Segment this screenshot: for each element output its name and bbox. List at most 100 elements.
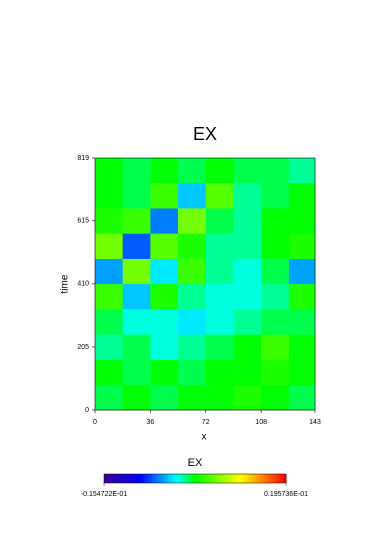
heatmap-cell: [233, 334, 262, 360]
heatmap-cell: [122, 384, 151, 411]
heatmap-cell: [261, 233, 290, 259]
colorbar-segment: [119, 474, 123, 483]
heatmap-cell: [205, 309, 234, 335]
heatmap-cell: [233, 384, 262, 411]
heatmap-cell: [205, 233, 234, 259]
x-tick-label: 36: [146, 419, 154, 426]
heatmap-cell: [261, 309, 290, 335]
y-axis-label: time: [60, 274, 71, 293]
heatmap-cell: [233, 359, 262, 386]
colorbar-segment: [228, 474, 232, 483]
heatmap-cell: [95, 283, 123, 310]
colorbar-segment: [188, 474, 193, 483]
heatmap-cell: [95, 158, 123, 184]
heatmap-cell: [95, 384, 123, 411]
colorbar-segment: [246, 474, 250, 483]
chart-title: EX: [193, 124, 217, 144]
colorbar-segment: [182, 474, 187, 483]
heatmap-cell: [288, 283, 316, 310]
colorbar-segment: [152, 474, 156, 483]
heatmap-cell: [150, 334, 179, 360]
colorbar-segment: [198, 474, 202, 483]
heatmap-cell: [288, 384, 316, 411]
heatmap-cell: [205, 208, 234, 234]
heatmap-cell: [178, 334, 207, 360]
y-tick-label: 0: [85, 407, 89, 414]
heatmap-cell: [288, 233, 316, 259]
heatmap-cell: [205, 283, 234, 310]
colorbar-segment: [249, 474, 254, 483]
colorbar-segment: [207, 474, 211, 483]
heatmap-cell: [122, 208, 151, 234]
colorbar-segment: [176, 474, 181, 483]
colorbar-segment: [252, 474, 257, 483]
x-tick-label: 72: [202, 419, 210, 426]
colorbar-segment: [264, 474, 269, 483]
colorbar-segment: [282, 474, 287, 483]
heatmap-cell: [178, 384, 207, 411]
colorbar-segment: [258, 474, 263, 483]
heatmap-cell: [178, 258, 207, 285]
heatmap-cell: [178, 283, 207, 310]
x-tick-label: 143: [309, 419, 321, 426]
colorbar-segment: [143, 474, 147, 483]
colorbar-segment: [222, 474, 226, 483]
heatmap-cell: [95, 359, 123, 386]
heatmap-cell: [288, 359, 316, 386]
colorbar-segment: [261, 474, 266, 483]
heatmap-cell: [205, 182, 234, 209]
heatmap-cell: [288, 309, 316, 335]
colorbar-segment: [201, 474, 205, 483]
colorbar-segment: [185, 474, 190, 483]
heatmap-cell: [178, 158, 207, 184]
heatmap-cell: [95, 309, 123, 335]
colorbar-segment: [110, 474, 114, 483]
heatmap-cell: [178, 359, 207, 386]
colorbar-segment: [149, 474, 153, 483]
colorbar-segment: [219, 474, 223, 483]
heatmap-cell: [150, 309, 179, 335]
heatmap-cell: [205, 384, 234, 411]
heatmap-cell: [150, 384, 179, 411]
colorbar-segment: [158, 474, 163, 483]
colorbar-segment: [164, 474, 169, 483]
colorbar-frame: [103, 473, 287, 484]
colorbar-segment: [195, 474, 199, 483]
colorbar-segment: [237, 474, 241, 483]
x-axis-label: x: [202, 432, 207, 443]
colorbar-segment: [116, 474, 120, 483]
heatmap-cell: [233, 158, 262, 184]
colorbar-segment: [231, 474, 235, 483]
colorbar-segment: [146, 474, 150, 483]
heatmap-cell: [261, 158, 290, 184]
heatmap-cell: [122, 258, 151, 285]
heatmap-cell: [95, 208, 123, 234]
heatmap-cell: [150, 233, 179, 259]
colorbar-segment: [104, 474, 108, 483]
heatmap-cell: [288, 208, 316, 234]
colorbar-segment: [204, 474, 208, 483]
colorbar-segment: [273, 474, 278, 483]
colorbar-segment: [167, 474, 172, 483]
heatmap-cell: [205, 359, 234, 386]
heatmap-cell: [95, 258, 123, 285]
heatmap-cell: [233, 258, 262, 285]
colorbar-segment: [122, 474, 126, 483]
colorbar-segment: [267, 474, 272, 483]
heatmap-cell: [122, 334, 151, 360]
heatmap-cell: [261, 334, 290, 360]
heatmap-cell: [178, 208, 207, 234]
colorbar-segment: [161, 474, 166, 483]
heatmap-cell: [261, 258, 290, 285]
heatmap-cell: [122, 359, 151, 386]
heatmap-cell: [205, 158, 234, 184]
heatmap-cell: [150, 208, 179, 234]
colorbar-segment: [255, 474, 260, 483]
colorbar-segment: [225, 474, 229, 483]
heatmap-cell: [95, 182, 123, 209]
heatmap-cell: [288, 158, 316, 184]
colorbar-segment: [140, 474, 144, 483]
heatmap-cell: [122, 309, 151, 335]
colorbar-segment: [173, 474, 178, 483]
